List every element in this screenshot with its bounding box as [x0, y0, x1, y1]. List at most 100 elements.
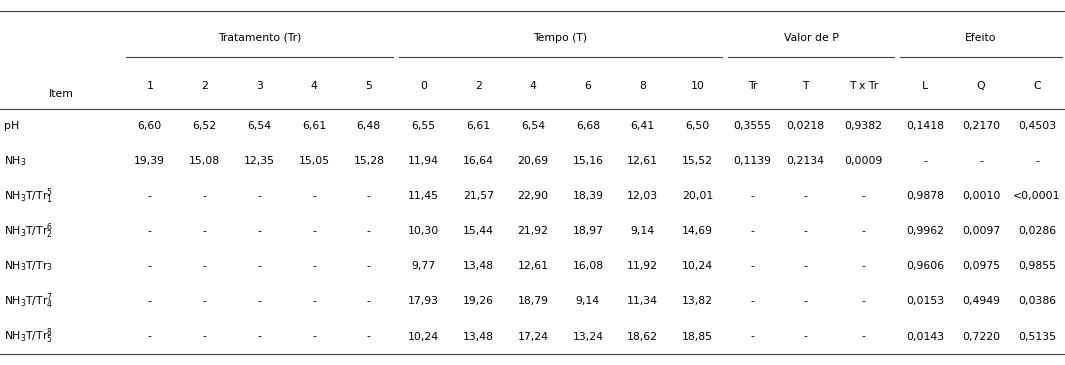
Text: 10: 10	[690, 81, 704, 91]
Text: 12,61: 12,61	[518, 261, 548, 272]
Text: 17,93: 17,93	[408, 296, 439, 307]
Text: 0,9855: 0,9855	[1018, 261, 1056, 272]
Text: 6,50: 6,50	[685, 121, 709, 131]
Text: -: -	[803, 191, 807, 201]
Text: -: -	[803, 296, 807, 307]
Text: 18,85: 18,85	[682, 331, 712, 342]
Text: 9,14: 9,14	[630, 226, 655, 237]
Text: 19,39: 19,39	[134, 156, 165, 166]
Text: -: -	[923, 156, 928, 166]
Text: Q: Q	[977, 81, 985, 91]
Text: -: -	[148, 226, 151, 237]
Text: -: -	[258, 226, 261, 237]
Text: 6,55: 6,55	[411, 121, 436, 131]
Text: 16,08: 16,08	[572, 261, 604, 272]
Text: 0,0386: 0,0386	[1018, 296, 1056, 307]
Text: -: -	[258, 261, 261, 272]
Text: 0,9962: 0,9962	[906, 226, 945, 237]
Text: L: L	[922, 81, 929, 91]
Text: 13,82: 13,82	[682, 296, 712, 307]
Text: -: -	[148, 296, 151, 307]
Text: 18,39: 18,39	[572, 191, 604, 201]
Text: -: -	[979, 156, 983, 166]
Text: 0,4503: 0,4503	[1018, 121, 1056, 131]
Text: Efeito: Efeito	[965, 32, 997, 43]
Text: -: -	[258, 191, 261, 201]
Text: 11,94: 11,94	[408, 156, 439, 166]
Text: 11,92: 11,92	[627, 261, 658, 272]
Text: 16,64: 16,64	[463, 156, 494, 166]
Text: 11,34: 11,34	[627, 296, 658, 307]
Text: 13,48: 13,48	[463, 331, 494, 342]
Text: 6,61: 6,61	[302, 121, 326, 131]
Text: 0,9878: 0,9878	[906, 191, 945, 201]
Text: 15,08: 15,08	[189, 156, 220, 166]
Text: 10,24: 10,24	[682, 261, 712, 272]
Text: 13,48: 13,48	[463, 261, 494, 272]
Text: 15,05: 15,05	[298, 156, 329, 166]
Text: C: C	[1033, 81, 1041, 91]
Text: 8: 8	[639, 81, 646, 91]
Text: 21,92: 21,92	[518, 226, 548, 237]
Text: NH$_3$T/Tr$_5^8$: NH$_3$T/Tr$_5^8$	[4, 327, 53, 346]
Text: 6,60: 6,60	[137, 121, 162, 131]
Text: -: -	[202, 261, 207, 272]
Text: -: -	[803, 331, 807, 342]
Text: 0,0975: 0,0975	[962, 261, 1000, 272]
Text: NH$_3$T/Tr$_1^5$: NH$_3$T/Tr$_1^5$	[4, 187, 53, 206]
Text: -: -	[312, 226, 316, 237]
Text: 15,28: 15,28	[354, 156, 384, 166]
Text: 9,77: 9,77	[411, 261, 436, 272]
Text: Tratamento (Tr): Tratamento (Tr)	[217, 32, 301, 43]
Text: 0,5135: 0,5135	[1018, 331, 1056, 342]
Text: -: -	[148, 191, 151, 201]
Text: 1: 1	[146, 81, 153, 91]
Text: -: -	[862, 261, 866, 272]
Text: 0,1139: 0,1139	[734, 156, 772, 166]
Text: -: -	[202, 331, 207, 342]
Text: Valor de P: Valor de P	[784, 32, 838, 43]
Text: 10,30: 10,30	[408, 226, 439, 237]
Text: 13,24: 13,24	[572, 331, 604, 342]
Text: -: -	[312, 261, 316, 272]
Text: 2: 2	[475, 81, 481, 91]
Text: 4: 4	[311, 81, 317, 91]
Text: -: -	[312, 191, 316, 201]
Text: 0,4949: 0,4949	[962, 296, 1000, 307]
Text: -: -	[312, 296, 316, 307]
Text: 0: 0	[420, 81, 427, 91]
Text: 0,2134: 0,2134	[786, 156, 824, 166]
Text: -: -	[1035, 156, 1039, 166]
Text: 5: 5	[365, 81, 373, 91]
Text: NH$_3$T/Tr$_2^6$: NH$_3$T/Tr$_2^6$	[4, 222, 53, 241]
Text: 6,68: 6,68	[576, 121, 600, 131]
Text: 18,97: 18,97	[572, 226, 604, 237]
Text: 6,41: 6,41	[630, 121, 655, 131]
Text: 0,0153: 0,0153	[906, 296, 945, 307]
Text: 0,0097: 0,0097	[962, 226, 1000, 237]
Text: -: -	[148, 331, 151, 342]
Text: -: -	[202, 191, 207, 201]
Text: 6: 6	[585, 81, 591, 91]
Text: -: -	[751, 296, 755, 307]
Text: 6,54: 6,54	[247, 121, 272, 131]
Text: 0,9606: 0,9606	[906, 261, 945, 272]
Text: -: -	[366, 331, 371, 342]
Text: -: -	[148, 261, 151, 272]
Text: 15,16: 15,16	[572, 156, 604, 166]
Text: T: T	[802, 81, 808, 91]
Text: 0,0009: 0,0009	[845, 156, 883, 166]
Text: 19,26: 19,26	[463, 296, 494, 307]
Text: -: -	[751, 261, 755, 272]
Text: -: -	[862, 226, 866, 237]
Text: pH: pH	[4, 121, 19, 131]
Text: -: -	[862, 296, 866, 307]
Text: <0,0001: <0,0001	[1013, 191, 1061, 201]
Text: -: -	[202, 296, 207, 307]
Text: 12,61: 12,61	[627, 156, 658, 166]
Text: -: -	[366, 261, 371, 272]
Text: 0,2170: 0,2170	[962, 121, 1000, 131]
Text: NH$_3$: NH$_3$	[4, 154, 27, 168]
Text: -: -	[751, 191, 755, 201]
Text: -: -	[803, 261, 807, 272]
